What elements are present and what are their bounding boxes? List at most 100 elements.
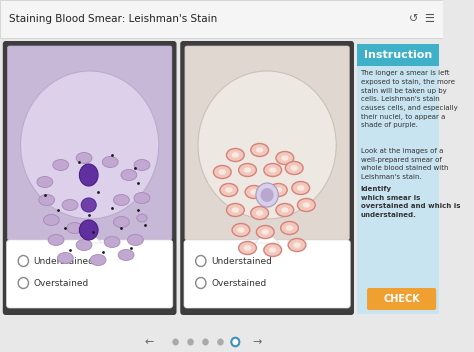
Ellipse shape: [20, 71, 159, 219]
Circle shape: [18, 256, 28, 266]
Ellipse shape: [90, 254, 106, 265]
Text: The longer a smear is left
exposed to stain, the more
stain will be taken up by
: The longer a smear is left exposed to st…: [361, 70, 457, 128]
Ellipse shape: [244, 167, 251, 173]
FancyBboxPatch shape: [367, 288, 436, 310]
Ellipse shape: [262, 229, 269, 235]
Ellipse shape: [256, 210, 264, 216]
Text: Understained: Understained: [34, 257, 94, 265]
Ellipse shape: [102, 157, 118, 168]
Ellipse shape: [62, 200, 78, 210]
Text: Overstained: Overstained: [211, 278, 266, 288]
Ellipse shape: [281, 221, 299, 234]
Ellipse shape: [256, 226, 274, 239]
Ellipse shape: [220, 183, 237, 196]
Ellipse shape: [79, 164, 98, 186]
Ellipse shape: [198, 71, 336, 219]
Ellipse shape: [276, 151, 294, 164]
Circle shape: [261, 188, 273, 202]
Circle shape: [231, 337, 240, 347]
Text: Overstained: Overstained: [34, 278, 89, 288]
Ellipse shape: [288, 239, 306, 251]
FancyBboxPatch shape: [0, 38, 443, 334]
Text: ←: ←: [145, 337, 154, 347]
Text: Understained: Understained: [211, 257, 272, 265]
Text: Instruction: Instruction: [364, 50, 432, 60]
Ellipse shape: [67, 222, 82, 233]
Circle shape: [232, 339, 238, 345]
Ellipse shape: [285, 162, 303, 175]
Ellipse shape: [269, 247, 276, 253]
Ellipse shape: [81, 198, 96, 212]
Circle shape: [187, 339, 194, 346]
Ellipse shape: [250, 189, 258, 195]
Ellipse shape: [128, 234, 143, 245]
Ellipse shape: [286, 225, 293, 231]
Ellipse shape: [48, 234, 64, 245]
FancyBboxPatch shape: [8, 46, 172, 240]
Ellipse shape: [104, 237, 120, 247]
Ellipse shape: [219, 169, 226, 175]
Ellipse shape: [274, 187, 282, 193]
Ellipse shape: [238, 163, 256, 176]
FancyBboxPatch shape: [185, 46, 349, 240]
Circle shape: [18, 277, 28, 289]
Circle shape: [173, 339, 179, 346]
Ellipse shape: [264, 163, 282, 176]
Ellipse shape: [256, 147, 264, 153]
Ellipse shape: [227, 203, 244, 216]
Text: Look at the images of a
well-prepared smear of
whole blood stained with
Leishman: Look at the images of a well-prepared sm…: [361, 148, 448, 180]
Ellipse shape: [37, 176, 53, 188]
Ellipse shape: [76, 152, 92, 163]
Ellipse shape: [264, 244, 282, 257]
Ellipse shape: [292, 182, 310, 195]
FancyBboxPatch shape: [7, 240, 173, 308]
Ellipse shape: [276, 203, 294, 216]
Ellipse shape: [251, 207, 268, 220]
FancyBboxPatch shape: [357, 44, 439, 66]
Ellipse shape: [281, 155, 289, 161]
Ellipse shape: [121, 170, 137, 181]
Polygon shape: [255, 232, 279, 243]
Text: ☰: ☰: [425, 14, 435, 24]
Text: →: →: [252, 337, 262, 347]
Text: CHECK: CHECK: [383, 294, 420, 304]
FancyBboxPatch shape: [3, 41, 176, 315]
Ellipse shape: [76, 239, 92, 251]
Ellipse shape: [251, 144, 268, 157]
Ellipse shape: [113, 216, 129, 227]
Ellipse shape: [44, 214, 59, 226]
Ellipse shape: [237, 227, 245, 233]
Ellipse shape: [134, 193, 150, 203]
Ellipse shape: [269, 183, 287, 196]
Ellipse shape: [118, 250, 134, 260]
Circle shape: [217, 339, 224, 346]
Ellipse shape: [113, 195, 129, 206]
Circle shape: [256, 183, 278, 207]
Ellipse shape: [244, 245, 251, 251]
Circle shape: [196, 277, 206, 289]
FancyBboxPatch shape: [184, 240, 350, 308]
Ellipse shape: [238, 241, 256, 254]
Ellipse shape: [297, 185, 304, 191]
Ellipse shape: [225, 187, 233, 193]
Ellipse shape: [298, 199, 315, 212]
FancyBboxPatch shape: [180, 41, 354, 315]
Ellipse shape: [213, 165, 231, 178]
FancyBboxPatch shape: [0, 0, 443, 38]
Polygon shape: [78, 232, 102, 243]
Ellipse shape: [232, 207, 239, 213]
Ellipse shape: [245, 186, 263, 199]
Ellipse shape: [291, 165, 298, 171]
Ellipse shape: [232, 224, 250, 237]
Circle shape: [202, 339, 209, 346]
Ellipse shape: [137, 214, 147, 222]
FancyBboxPatch shape: [357, 66, 439, 314]
Ellipse shape: [53, 159, 69, 170]
Ellipse shape: [281, 207, 289, 213]
Ellipse shape: [227, 149, 244, 162]
Circle shape: [196, 256, 206, 266]
Ellipse shape: [302, 202, 310, 208]
Text: Staining Blood Smear: Leishman's Stain: Staining Blood Smear: Leishman's Stain: [9, 14, 218, 24]
Ellipse shape: [293, 242, 301, 248]
Text: ↺: ↺: [409, 14, 419, 24]
